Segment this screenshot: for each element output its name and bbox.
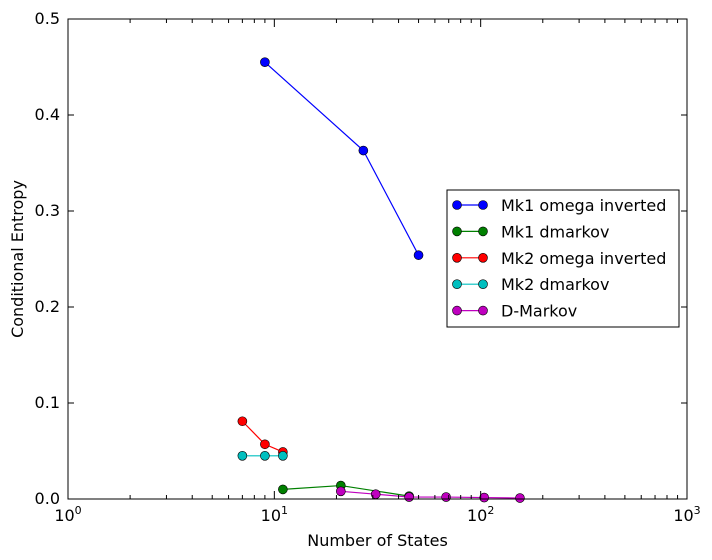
series-line [340,490,520,499]
y-tick-label: 0.3 [35,201,60,220]
legend-label: Mk2 omega inverted [501,249,666,268]
x-tick-exponent: 1 [281,504,288,517]
series-line [282,484,410,497]
data-point [237,416,248,427]
y-tick-label: 0.1 [35,393,60,412]
legend-marker [452,279,462,290]
x-tick-label: 103 [673,504,700,525]
x-tick-exponent: 2 [487,504,494,517]
legend-label: D-Markov [501,302,577,321]
legend-marker [478,279,488,290]
series-line [264,61,420,256]
data-point [278,484,288,495]
y-tick-label: 0.2 [35,297,60,316]
data-layer [237,57,525,503]
y-tick-label: 0.5 [35,9,60,28]
x-axis-label: Number of States [307,531,448,550]
legend-label: Mk2 dmarkov [501,275,609,294]
y-axis-label: Conditional Entropy [8,180,27,338]
legend-marker [478,200,488,210]
data-point [278,450,288,461]
x-tick-label: 102 [467,504,494,525]
x-tick-exponent: 3 [694,504,701,517]
legend-marker [452,305,462,316]
legend-marker [452,226,462,237]
legend-label: Mk1 dmarkov [501,222,609,241]
legend-marker [478,226,488,237]
y-tick-label: 0.4 [35,105,60,124]
x-tick-label: 101 [261,504,288,525]
data-point [260,439,270,450]
legend-marker [478,252,488,263]
x-tick-label: 100 [54,504,81,525]
data-point [260,57,270,68]
data-point [413,250,424,260]
y-tick-label: 0.0 [35,489,60,508]
data-point [404,492,414,502]
data-point [358,145,369,156]
plot-area [67,18,688,500]
x-tick-exponent: 0 [75,504,82,517]
data-point [515,493,525,503]
legend-label: Mk1 omega inverted [501,196,666,215]
legend: Mk1 omega inverted Mk1 dmarkov Mk2 omega i… [446,189,680,328]
data-point [237,450,248,461]
legend-marker [478,305,488,316]
data-point [441,492,451,502]
data-point [336,486,346,497]
data-point [479,492,489,503]
legend-marker [452,200,462,210]
data-point [260,450,270,461]
legend-marker [452,252,462,263]
